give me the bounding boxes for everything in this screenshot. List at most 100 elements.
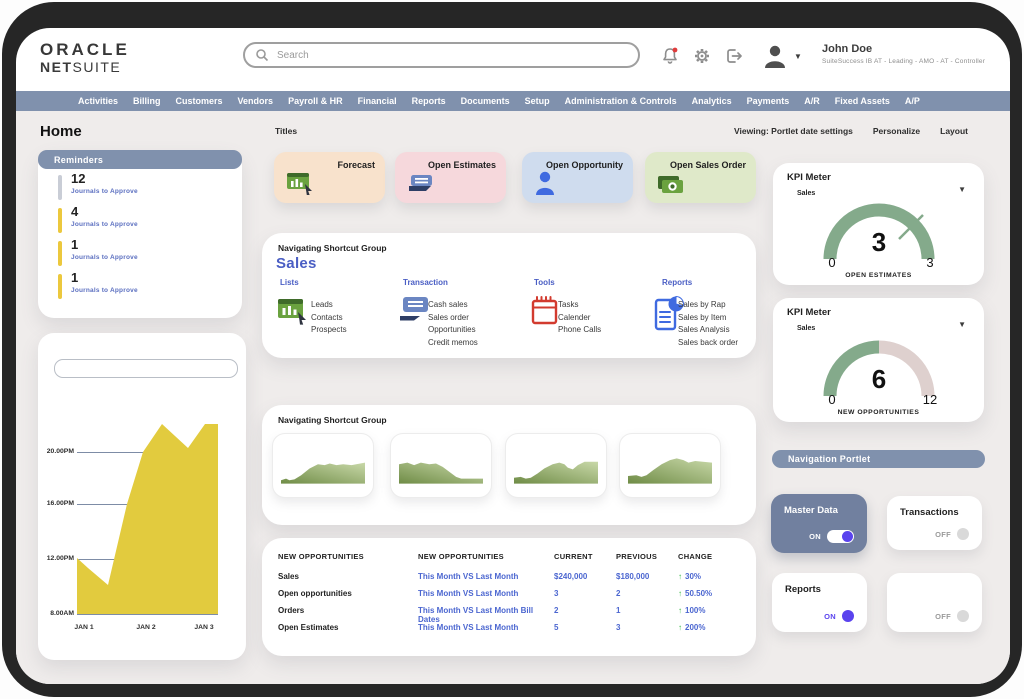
nav-item-activities[interactable]: Activities	[78, 96, 119, 106]
search-input[interactable]	[275, 48, 599, 62]
layout-link[interactable]: Layout	[940, 126, 968, 136]
reminder-item[interactable]: 1 Journals to Approve	[58, 270, 228, 303]
portlet-tile-empty[interactable]: OFF	[887, 573, 982, 632]
link-sales-analysis[interactable]: Sales Analysis	[678, 325, 730, 334]
nav-item-financial[interactable]: Financial	[357, 96, 397, 106]
up-arrow-icon: ↑	[678, 606, 682, 615]
global-search[interactable]	[243, 42, 640, 68]
link-cash-sales[interactable]: Cash sales	[428, 300, 468, 309]
sparkline-tile-2[interactable]	[390, 433, 492, 498]
toggle-state-text: ON	[809, 532, 821, 541]
tile-label: Reports	[785, 584, 821, 595]
kpi-filter-sales[interactable]: Sales	[797, 325, 816, 332]
personalize-link[interactable]: Personalize	[872, 126, 921, 136]
col-header: CURRENT	[554, 552, 593, 561]
row-period-link[interactable]: This Month VS Last Month	[418, 589, 519, 598]
link-sales-by-rap[interactable]: Sales by Rap	[678, 300, 726, 309]
reminder-item[interactable]: 1 Journals to Approve	[58, 237, 228, 270]
y-tick-16: 16.00PM	[46, 500, 74, 507]
toggle-state-text: OFF	[935, 529, 951, 539]
nav-item-vendors[interactable]: Vendors	[237, 96, 274, 106]
reminder-label[interactable]: Journals to Approve	[71, 188, 138, 195]
row-name: Orders	[278, 606, 305, 615]
nav-item-billing[interactable]: Billing	[133, 96, 161, 106]
sparkline-tile-3[interactable]	[505, 433, 607, 498]
portlet-tile-reports[interactable]: Reports ON	[772, 573, 867, 632]
nav-item-setup[interactable]: Setup	[524, 96, 550, 106]
link-calender[interactable]: Calender	[558, 312, 591, 322]
sales-heading: Sales	[276, 255, 317, 272]
nav-item-analytics[interactable]: Analytics	[691, 96, 732, 106]
sparkline-chart	[514, 461, 598, 484]
transactions-toggle[interactable]	[957, 528, 969, 540]
empty-tile-toggle[interactable]	[957, 610, 969, 622]
navigating-shortcut-group-2-portlet: Navigating Shortcut Group	[262, 405, 756, 525]
x-axis-line	[77, 614, 218, 615]
navigation-portlet-header[interactable]: Navigation Portlet	[772, 450, 985, 468]
nav-item-ap[interactable]: A/P	[904, 96, 920, 106]
reminders-header[interactable]: Reminders	[38, 150, 242, 169]
gauge-value: 6	[871, 364, 887, 394]
netsuite-logo: NETSUITE	[40, 59, 121, 75]
title-card-forecast[interactable]: Forecast	[274, 152, 385, 203]
link-sales-order[interactable]: Sales order	[428, 312, 469, 322]
reports-toggle[interactable]	[842, 610, 854, 622]
portlet-tile-transactions[interactable]: Transactions OFF	[887, 496, 982, 550]
reminder-item[interactable]: 12 Journals to Approve	[58, 171, 228, 204]
user-menu-caret-icon[interactable]: ▼	[794, 52, 802, 61]
link-prospects[interactable]: Prospects	[311, 325, 347, 334]
nav-item-administration-controls[interactable]: Administration & Controls	[564, 96, 677, 106]
sparkline-tile-1[interactable]	[272, 433, 374, 498]
link-credit-memos[interactable]: Credit memos	[428, 337, 478, 347]
sparkline-tile-4[interactable]	[619, 433, 721, 498]
link-tasks[interactable]: Tasks	[558, 300, 579, 309]
nav-item-payroll-hr[interactable]: Payroll & HR	[288, 96, 343, 106]
link-sales-by-item[interactable]: Sales by Item	[678, 312, 727, 322]
row-period-link[interactable]: This Month VS Last Month	[418, 623, 519, 632]
master-data-toggle[interactable]	[827, 530, 854, 543]
portlet-tile-master-data[interactable]: Master Data ON	[771, 494, 867, 553]
link-contacts[interactable]: Contacts	[311, 312, 343, 322]
opportunity-person-icon	[536, 171, 554, 195]
link-phone-calls[interactable]: Phone Calls	[558, 325, 602, 334]
sparkline-chart	[281, 462, 365, 484]
netsuite-logo-rest: SUITE	[72, 59, 122, 75]
reminder-item[interactable]: 4 Journals to Approve	[58, 204, 228, 237]
sales-order-cash-icon	[658, 176, 683, 193]
title-card-open-estimates[interactable]: Open Estimates	[395, 152, 506, 203]
reminder-label[interactable]: Journals to Approve	[71, 221, 138, 228]
user-avatar[interactable]	[762, 42, 790, 70]
kpi-filter-sales[interactable]: Sales	[797, 190, 816, 197]
viewing-setting[interactable]: Viewing: Portlet date settings	[734, 126, 853, 136]
nav-item-reports[interactable]: Reports	[411, 96, 446, 106]
kpi-dropdown-caret-icon[interactable]: ▼	[958, 320, 966, 329]
table-header-row: NEW OPPORTUNITIES NEW OPPORTUNITIES CURR…	[262, 552, 756, 566]
link-leads[interactable]: Leads	[311, 300, 333, 309]
row-period-link[interactable]: This Month VS Last Month	[418, 572, 519, 581]
gauge-chart	[823, 340, 935, 397]
reminder-label[interactable]: Journals to Approve	[71, 254, 138, 261]
nav-item-ar[interactable]: A/R	[804, 96, 820, 106]
nav-item-documents[interactable]: Documents	[460, 96, 510, 106]
kpi-dropdown-caret-icon[interactable]: ▼	[958, 185, 966, 194]
notifications-bell-icon[interactable]	[660, 46, 680, 66]
logout-icon[interactable]	[724, 46, 744, 66]
link-opportunities[interactable]: Opportunities	[428, 325, 476, 334]
title-card-open-opportunity[interactable]: Open Opportunity	[522, 152, 633, 203]
link-sales-back-order[interactable]: Sales back order	[678, 337, 739, 347]
settings-gear-icon[interactable]	[692, 46, 712, 66]
title-card-open-sales-order[interactable]: Open Sales Order	[645, 152, 756, 203]
reports-links: Sales by Rap Sales by Item Sales Analysi…	[678, 299, 738, 349]
row-period-link[interactable]: This Month VS Last Month Bill Dates	[418, 606, 534, 624]
oracle-logo: ORACLE	[40, 40, 130, 59]
user-name[interactable]: John Doe	[822, 43, 873, 55]
reminder-accent-bar	[58, 175, 62, 200]
reminder-accent-bar	[58, 241, 62, 266]
col-header: PREVIOUS	[616, 552, 658, 561]
nav-item-payments[interactable]: Payments	[746, 96, 790, 106]
nav-item-customers[interactable]: Customers	[175, 96, 223, 106]
chart-filter-input[interactable]	[54, 359, 238, 378]
nav-item-fixed-assets[interactable]: Fixed Assets	[834, 96, 890, 106]
reminder-label[interactable]: Journals to Approve	[71, 287, 138, 294]
y-tick-8: 8.00AM	[50, 610, 74, 617]
